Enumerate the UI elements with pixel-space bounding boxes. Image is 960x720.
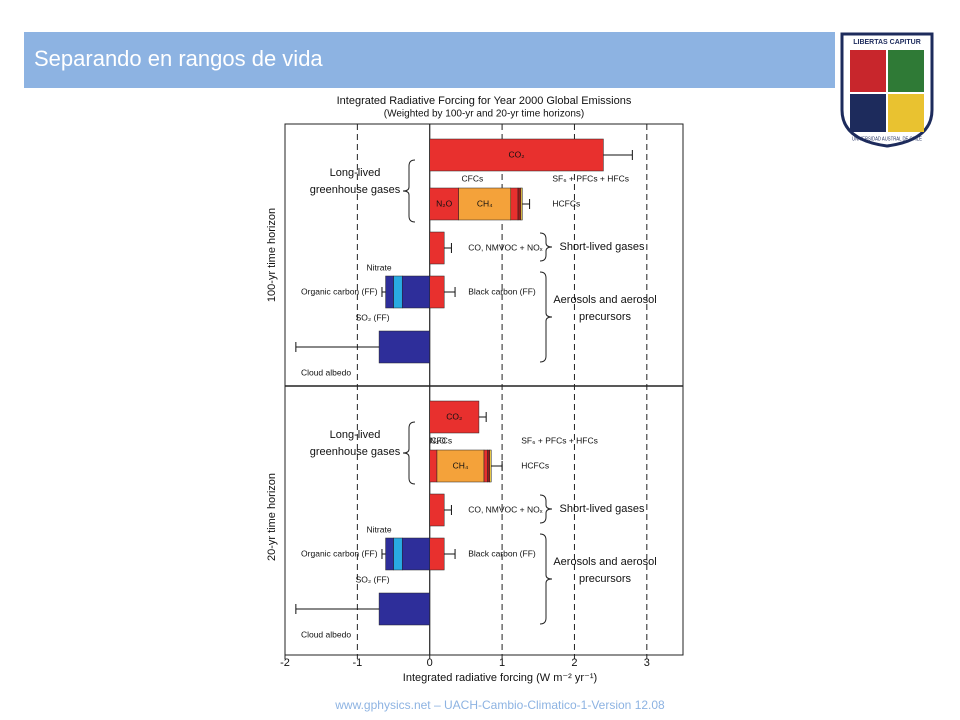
group-brace <box>539 232 553 262</box>
title-bar <box>24 32 835 88</box>
logo-motto: LIBERTAS CAPITUR <box>853 39 921 46</box>
bar-segment <box>385 537 394 571</box>
error-bar <box>603 150 633 160</box>
bar-segment <box>429 449 438 483</box>
bar-segment <box>436 449 485 483</box>
segment-label: N₂O <box>430 435 446 445</box>
slide-title: Separando en rangos de vida <box>34 46 323 71</box>
bar-segment <box>429 138 604 172</box>
segment-label: SO₂ (FF) <box>356 312 390 322</box>
bar-segment <box>520 187 523 221</box>
segment-label: Black carbon (FF) <box>468 286 536 296</box>
group-label: Long-lived <box>330 429 381 441</box>
bar-segment <box>429 187 459 221</box>
segment-label: SF₆ + PFCs + HFCs <box>521 435 598 445</box>
logo-name: UNIVERSIDAD AUSTRAL DE CHILE <box>852 136 923 142</box>
bar-segment <box>429 231 445 265</box>
bar-segment <box>429 400 480 434</box>
segment-label: HCFCs <box>521 460 549 470</box>
error-bar <box>491 461 503 471</box>
segment-label: Cloud albedo <box>301 367 351 377</box>
bar-segment <box>378 330 430 364</box>
bar-segment <box>510 187 519 221</box>
footer: www.gphysics.net – UACH-Cambio-Climatico… <box>334 698 665 712</box>
bar-segment <box>517 187 522 221</box>
bar-segment <box>429 493 445 527</box>
x-axis-label: Integrated radiative forcing (W m⁻² yr⁻¹… <box>403 672 597 684</box>
logo: LIBERTAS CAPITUR UNIVERSIDAD AUSTRAL DE … <box>840 32 934 148</box>
group-brace <box>539 533 553 625</box>
group-label: Short-lived gases <box>560 503 645 515</box>
x-tick-label: 2 <box>571 657 577 669</box>
error-bar <box>444 549 456 559</box>
bar-segment <box>401 275 430 309</box>
bar-segment <box>458 187 512 221</box>
segment-label: CFCs <box>430 435 452 445</box>
segment-label: CO₂ <box>446 411 462 421</box>
error-bar <box>444 505 452 515</box>
chart-title: Integrated Radiative Forcing for Year 20… <box>337 95 632 107</box>
x-tick-label: 0 <box>427 657 433 669</box>
group-label: greenhouse gases <box>310 184 401 196</box>
bar-segment <box>393 537 403 571</box>
segment-label: Cloud albedo <box>301 629 351 639</box>
bar-segment <box>483 449 488 483</box>
error-bar <box>381 287 386 297</box>
segment-label: SO₂ (FF) <box>356 574 390 584</box>
segment-label: CO, NMVOC + NOₓ <box>468 242 543 252</box>
segment-label: Organic carbon (FF) <box>301 548 378 558</box>
bar-segment <box>401 537 430 571</box>
segment-label: Nitrate <box>367 262 392 272</box>
chart-subtitle: (Weighted by 100-yr and 20-yr time horiz… <box>384 109 584 120</box>
group-label: greenhouse gases <box>310 446 401 458</box>
bar-segment <box>385 275 394 309</box>
bar-segment <box>378 592 430 626</box>
segment-label: SF₆ + PFCs + HFCs <box>552 173 629 183</box>
group-label: precursors <box>579 311 631 323</box>
group-label: Short-lived gases <box>560 241 645 253</box>
group-brace <box>539 494 553 524</box>
segment-label: CH₄ <box>453 460 469 470</box>
error-bar <box>381 549 386 559</box>
error-bar <box>522 199 531 209</box>
segment-label: Organic carbon (FF) <box>301 286 378 296</box>
error-bar <box>295 342 380 352</box>
error-bar <box>478 412 487 422</box>
group-label: Long-lived <box>330 167 381 179</box>
segment-label: Nitrate <box>367 524 392 534</box>
group-brace <box>539 271 553 363</box>
bar-segment <box>487 449 491 483</box>
group-brace <box>402 421 416 485</box>
bar-segment <box>489 449 492 483</box>
error-bar <box>295 604 380 614</box>
segment-label: HCFCs <box>552 198 580 208</box>
segment-label: Black carbon (FF) <box>468 548 536 558</box>
error-bar <box>444 243 452 253</box>
bar-segment <box>429 537 445 571</box>
bar-segment <box>429 275 445 309</box>
x-tick-label: -1 <box>352 657 362 669</box>
panel-label: 20-yr time horizon <box>266 473 278 561</box>
x-tick-label: 3 <box>644 657 650 669</box>
segment-label: CH₄ <box>477 198 493 208</box>
bar-segment <box>393 275 403 309</box>
group-label: Aerosols and aerosol <box>553 294 656 306</box>
group-label: precursors <box>579 573 631 585</box>
group-label: Aerosols and aerosol <box>553 556 656 568</box>
x-tick-label: -2 <box>280 657 290 669</box>
segment-label: CFCs <box>461 173 483 183</box>
error-bar <box>444 287 456 297</box>
segment-label: CO₂ <box>509 149 525 159</box>
panel-label: 100-yr time horizon <box>266 208 278 302</box>
segment-label: CO, NMVOC + NOₓ <box>468 504 543 514</box>
group-brace <box>402 159 416 223</box>
x-tick-label: 1 <box>499 657 505 669</box>
segment-label: N₂O <box>436 198 452 208</box>
